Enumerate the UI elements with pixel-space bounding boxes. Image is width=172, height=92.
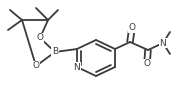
Text: O: O: [33, 61, 40, 70]
Text: N: N: [74, 62, 80, 71]
Text: O: O: [128, 23, 136, 32]
Text: O: O: [143, 60, 150, 69]
Text: O: O: [36, 33, 44, 43]
Text: B: B: [52, 47, 58, 56]
Text: N: N: [160, 38, 166, 47]
